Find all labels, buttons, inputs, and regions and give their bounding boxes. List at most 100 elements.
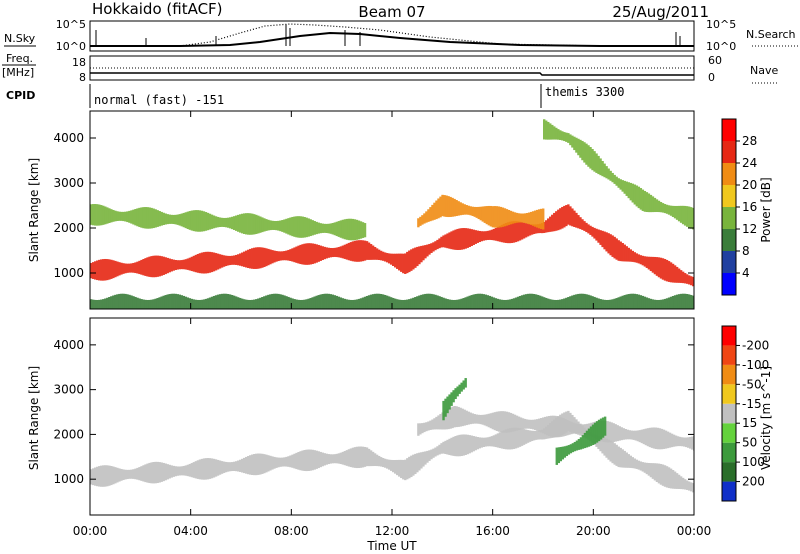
- power-cell: [647, 298, 651, 309]
- velocity-cell: [253, 454, 256, 476]
- power-band-2: [417, 194, 545, 230]
- power-cell: [492, 228, 496, 241]
- velocity-cell: [315, 450, 318, 469]
- power-cell: [267, 219, 270, 231]
- power-cell: [431, 204, 434, 221]
- power-cell: [462, 228, 465, 250]
- velocity-cell: [644, 428, 648, 446]
- power-cell: [116, 261, 119, 277]
- power-cell: [359, 298, 363, 309]
- power-cell: [476, 293, 479, 309]
- power-cell: [573, 136, 576, 151]
- power-cell: [553, 126, 556, 140]
- power-cell: [158, 211, 161, 227]
- velocity-cell: [259, 453, 262, 475]
- power-cell: [377, 249, 381, 260]
- power-cell: [629, 249, 632, 262]
- power-cell: [456, 228, 459, 251]
- power-cell: [190, 256, 194, 272]
- power-cell: [204, 298, 208, 309]
- nsky-panel: N.Sky 10^5 10^0 10^5 10^0 N.Search: [4, 18, 798, 53]
- power-cell: [593, 151, 596, 172]
- velocity-cell: [668, 432, 672, 448]
- power-cell: [228, 217, 232, 229]
- power-cell: [351, 241, 355, 262]
- power-cell: [597, 298, 600, 309]
- power-cell: [196, 299, 200, 309]
- power-cell: [540, 296, 544, 309]
- velocity-cell: [630, 430, 633, 440]
- power-cell: [381, 294, 385, 309]
- nsearch-tick-bottom: 10^0: [706, 40, 736, 53]
- velocity-cell: [624, 429, 627, 440]
- power-cell: [424, 293, 427, 309]
- velocity-cell: [589, 426, 593, 446]
- power-cell: [108, 208, 111, 224]
- power-cell: [281, 251, 284, 261]
- power-cell: [485, 206, 489, 225]
- velocity-cell: [299, 451, 302, 471]
- velocity-cell: [463, 409, 466, 426]
- velocity-cell: [357, 446, 361, 469]
- power-cell: [202, 252, 206, 274]
- power-cell: [495, 206, 499, 228]
- power-cell: [458, 299, 461, 309]
- power-panel: 1000 2000 3000 4000 Slant Range [km] 4 8 12 16…: [27, 110, 773, 310]
- velocity-ytick-label: 3000: [53, 383, 84, 397]
- power-cell: [152, 208, 155, 229]
- power-cell: [100, 205, 103, 226]
- power-cell: [418, 295, 421, 309]
- power-band-1: [90, 204, 367, 241]
- velocity-cell: [170, 465, 173, 478]
- power-cell: [261, 297, 264, 309]
- power-cell: [685, 274, 689, 284]
- velocity-cell: [90, 469, 93, 485]
- power-cell: [466, 228, 469, 248]
- power-cell: [414, 247, 417, 268]
- power-cell: [158, 297, 161, 309]
- power-cell: [144, 207, 147, 229]
- power-cell: [532, 294, 536, 309]
- power-cell: [464, 228, 467, 249]
- velocity-cell: [524, 429, 528, 444]
- power-cell: [128, 263, 131, 273]
- power-colorbar: 4 8 12 16 20 24 28: [721, 118, 757, 296]
- power-cell: [625, 246, 628, 262]
- power-cell: [417, 218, 420, 228]
- power-cell: [112, 209, 115, 222]
- velocity-cell: [601, 417, 605, 438]
- power-cell: [351, 218, 355, 241]
- power-cell: [492, 297, 496, 309]
- power-cell: [615, 176, 618, 186]
- power-cell: [406, 251, 409, 274]
- power-cell: [249, 248, 252, 269]
- power-cell: [98, 204, 101, 226]
- power-cell: [232, 216, 236, 230]
- power-cell: [530, 224, 534, 235]
- velocity-cell: [638, 430, 642, 443]
- velocity-panel: 1000 2000 3000 4000 Slant Range [km] 200 100…: [27, 317, 773, 516]
- power-cell: [535, 209, 539, 228]
- power-cell: [176, 294, 179, 309]
- power-cell: [669, 296, 673, 309]
- velocity-cell: [218, 460, 222, 475]
- power-cell: [524, 223, 528, 238]
- velocity-cell: [497, 411, 501, 432]
- velocity-cell: [383, 458, 387, 468]
- power-cell: [349, 218, 353, 241]
- power-cell: [551, 214, 554, 232]
- power-cell: [114, 294, 117, 309]
- power-cell: [210, 252, 214, 273]
- velocity-cell: [339, 452, 343, 465]
- velocity-cell: [649, 463, 653, 478]
- velocity-cell: [613, 443, 616, 465]
- power-cell: [216, 294, 220, 309]
- power-cell: [663, 204, 667, 214]
- velocity-cell: [605, 438, 608, 458]
- power-cell: [162, 256, 165, 275]
- power-cell: [565, 205, 568, 227]
- power-cell: [94, 261, 97, 280]
- power-cell: [547, 121, 550, 140]
- power-cell: [319, 245, 322, 261]
- velocity-cell: [514, 427, 518, 449]
